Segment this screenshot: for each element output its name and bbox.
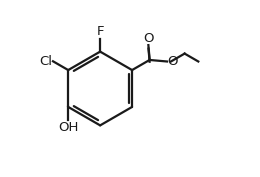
- Text: F: F: [96, 25, 104, 38]
- Text: O: O: [168, 55, 178, 68]
- Text: OH: OH: [58, 121, 79, 134]
- Text: O: O: [143, 32, 154, 45]
- Text: Cl: Cl: [39, 55, 52, 68]
